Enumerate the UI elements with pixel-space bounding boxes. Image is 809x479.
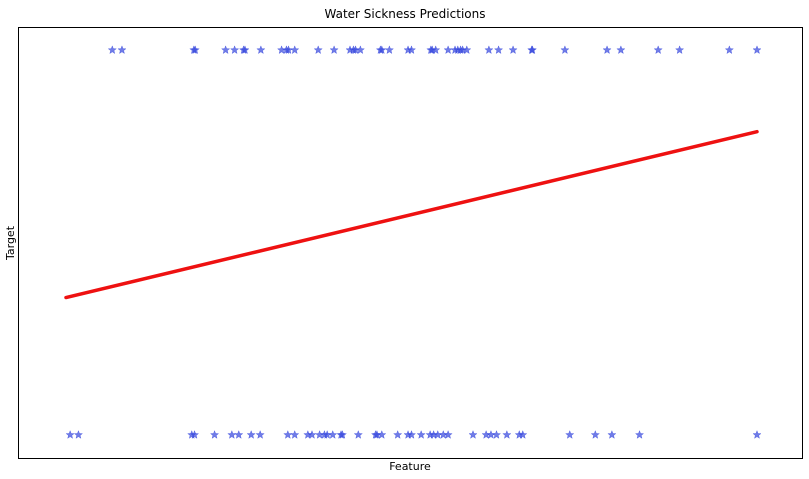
scatter-point xyxy=(117,45,127,55)
regression-line xyxy=(64,129,759,300)
scatter-point xyxy=(468,429,478,439)
scatter-point xyxy=(416,429,426,439)
scatter-point xyxy=(560,45,570,55)
scatter-point xyxy=(355,45,366,55)
scatter-point xyxy=(752,429,762,439)
scatter-point xyxy=(590,429,600,439)
scatter-point xyxy=(255,429,265,439)
scatter-point xyxy=(602,45,612,55)
scatter-point xyxy=(508,45,518,55)
scatter-point xyxy=(329,45,339,55)
scatter-point xyxy=(607,429,617,439)
scatter-point xyxy=(565,429,575,439)
scatter-point xyxy=(502,429,512,439)
scatter-point xyxy=(462,45,472,55)
scatter-point xyxy=(283,429,293,439)
scatter-point xyxy=(290,429,300,439)
scatter-point xyxy=(256,45,266,55)
plot-frame xyxy=(18,27,803,459)
scatter-point xyxy=(674,45,685,55)
scatter-point xyxy=(189,429,200,439)
scatter-point xyxy=(384,45,395,55)
scatter-point xyxy=(290,45,300,55)
scatter-point xyxy=(229,45,240,55)
scatter-point xyxy=(65,429,75,439)
scatter-point xyxy=(484,45,494,55)
scatter-point xyxy=(406,429,417,439)
scatter-point xyxy=(246,429,256,439)
scatter-point xyxy=(377,45,387,55)
scatter-point xyxy=(307,429,317,439)
scatter-point xyxy=(353,429,363,439)
scatter-point xyxy=(616,45,626,55)
scatter-point xyxy=(220,45,231,55)
scatter-point xyxy=(527,45,538,55)
x-axis-label: Feature xyxy=(389,460,431,473)
scatter-point xyxy=(443,429,453,439)
scatter-point xyxy=(406,45,417,55)
scatter-point xyxy=(493,45,504,55)
scatter-point xyxy=(518,429,528,439)
scatter-point xyxy=(724,45,735,55)
scatter-point xyxy=(337,429,348,439)
scatter-point xyxy=(491,429,502,439)
chart-title: Water Sickness Predictions xyxy=(325,7,486,21)
scatter-point xyxy=(653,45,663,55)
scatter-point xyxy=(313,45,323,55)
y-axis-label: Target xyxy=(4,225,17,261)
scatter-point xyxy=(752,45,762,55)
scatter-point xyxy=(328,429,338,439)
scatter-point xyxy=(393,429,403,439)
scatter-point xyxy=(227,429,237,439)
scatter-point xyxy=(443,45,453,55)
scatter-point xyxy=(107,45,117,55)
scatter-point xyxy=(209,429,220,439)
scatter-point xyxy=(234,429,244,439)
scatter-point xyxy=(190,45,200,55)
scatter-point xyxy=(73,429,84,439)
scatter-point xyxy=(240,45,250,55)
plot-marks xyxy=(64,45,762,439)
scatter-point xyxy=(634,429,645,439)
scatter-point xyxy=(377,429,387,439)
scatter-point xyxy=(431,45,441,55)
